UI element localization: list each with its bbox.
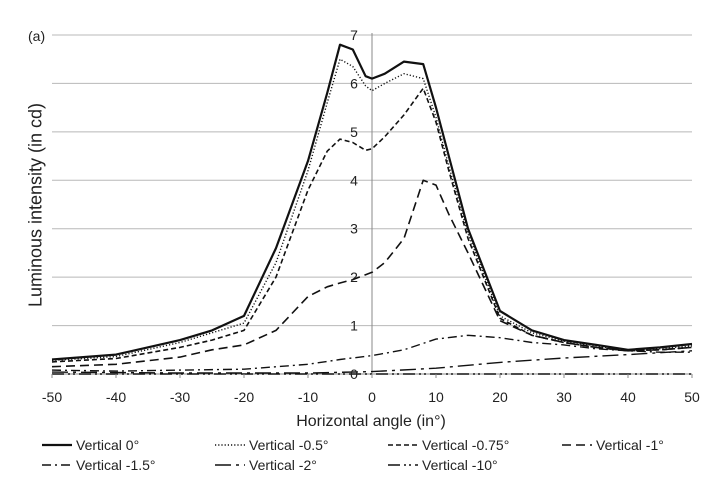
x-tick-label: 20: [492, 389, 508, 405]
x-tick-label: -20: [234, 389, 254, 405]
x-tick-label: 30: [556, 389, 572, 405]
axes: [52, 33, 692, 375]
y-tick-label: 5: [350, 124, 358, 140]
x-tick-label: 50: [684, 389, 700, 405]
ticks: -50 -40 -30 -20 -10 0 10 20 30 40 50 0 1 2 3 4 5 6 7: [42, 27, 700, 405]
x-tick-label: 40: [620, 389, 636, 405]
x-tick-label: 10: [428, 389, 444, 405]
panel-label: (a): [28, 28, 46, 44]
x-tick-label: 0: [368, 389, 376, 405]
x-tick-label: -50: [42, 389, 62, 405]
y-axis-label: Luminous intensity (in cd): [25, 102, 46, 308]
y-tick-label: 7: [350, 27, 358, 43]
y-tick-label: 1: [350, 318, 358, 334]
series-line-4: [51, 334, 692, 372]
y-tick-label: 2: [350, 269, 358, 285]
y-tick-label: 3: [350, 221, 358, 237]
series-line-2: [51, 87, 693, 363]
y-tick-label: 4: [350, 172, 358, 188]
series-line-1: [51, 58, 693, 362]
x-axis-label: Horizontal angle (in°): [296, 413, 446, 430]
x-tick-label: -30: [170, 389, 190, 405]
y-tick-label: 0: [350, 366, 358, 382]
series-line-5: [51, 350, 693, 374]
x-tick-label: -40: [106, 389, 126, 405]
y-tick-label: 6: [350, 75, 358, 91]
series-line-0: [51, 43, 693, 361]
x-tick-label: -10: [298, 389, 318, 405]
